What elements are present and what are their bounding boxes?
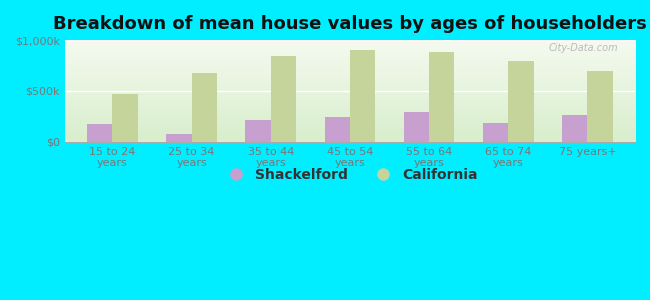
- Title: Breakdown of mean house values by ages of householders: Breakdown of mean house values by ages o…: [53, 15, 647, 33]
- Legend: Shackelford, California: Shackelford, California: [216, 163, 484, 188]
- Bar: [246, 121, 271, 142]
- Bar: [192, 73, 217, 142]
- Bar: [562, 115, 588, 142]
- Bar: [350, 50, 375, 142]
- Bar: [429, 52, 454, 142]
- Text: City-Data.com: City-Data.com: [548, 43, 618, 53]
- Bar: [404, 112, 429, 142]
- Bar: [87, 124, 112, 142]
- Bar: [508, 61, 534, 142]
- Bar: [588, 70, 613, 142]
- Bar: [483, 123, 508, 142]
- Bar: [324, 117, 350, 142]
- Bar: [112, 94, 138, 142]
- Bar: [271, 56, 296, 142]
- Bar: [166, 134, 192, 142]
